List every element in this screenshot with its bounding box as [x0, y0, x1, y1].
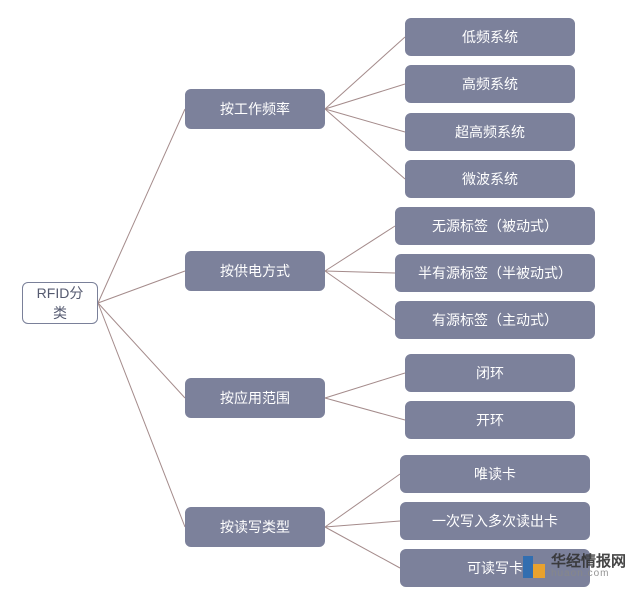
watermark-subtitle: huaon.com: [551, 569, 626, 579]
edge-root-b1: [98, 109, 185, 303]
edge-root-b2: [98, 271, 185, 303]
node-l41: 唯读卡: [400, 455, 590, 493]
node-l42: 一次写入多次读出卡: [400, 502, 590, 540]
edge-root-b4: [98, 303, 185, 527]
edge-b3-l31: [325, 373, 405, 398]
node-b2: 按供电方式: [185, 251, 325, 291]
edge-b1-l13: [325, 109, 405, 132]
node-b4: 按读写类型: [185, 507, 325, 547]
edge-b1-l12: [325, 84, 405, 109]
watermark: 华经情报网 huaon.com: [523, 554, 626, 579]
node-root: RFID分类: [22, 282, 98, 324]
edge-b2-l22: [325, 271, 395, 273]
edge-b1-l14: [325, 109, 405, 179]
edge-b4-l43: [325, 527, 400, 568]
watermark-icon: [523, 556, 545, 578]
node-l12: 高频系统: [405, 65, 575, 103]
edge-b4-l42: [325, 521, 400, 527]
node-l13: 超高频系统: [405, 113, 575, 151]
edge-b3-l32: [325, 398, 405, 420]
edge-b2-l23: [325, 271, 395, 320]
node-l22: 半有源标签（半被动式）: [395, 254, 595, 292]
node-l11: 低频系统: [405, 18, 575, 56]
edge-root-b3: [98, 303, 185, 398]
node-l31: 闭环: [405, 354, 575, 392]
edge-b4-l41: [325, 474, 400, 527]
node-l21: 无源标签（被动式）: [395, 207, 595, 245]
node-l14: 微波系统: [405, 160, 575, 198]
node-l32: 开环: [405, 401, 575, 439]
node-b1: 按工作频率: [185, 89, 325, 129]
edge-b2-l21: [325, 226, 395, 271]
node-b3: 按应用范围: [185, 378, 325, 418]
watermark-title: 华经情报网: [551, 554, 626, 569]
node-l23: 有源标签（主动式）: [395, 301, 595, 339]
edge-b1-l11: [325, 37, 405, 109]
